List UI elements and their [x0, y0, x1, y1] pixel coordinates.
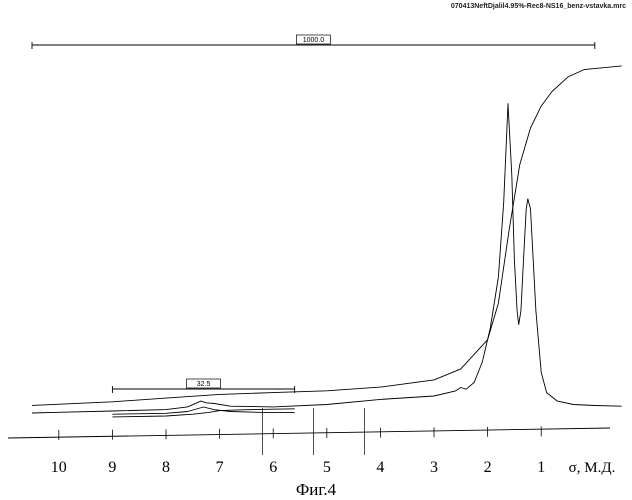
x-tick-label: 3: [430, 459, 438, 476]
x-tick-label: 9: [108, 459, 116, 476]
x-tick-label: 5: [323, 459, 331, 476]
x-tick-label: 4: [376, 459, 384, 476]
x-tick-label: 7: [216, 459, 224, 476]
series-spectrum: [32, 104, 622, 413]
x-axis-label: σ, М.Д.: [569, 460, 616, 476]
integral-bracket: 32.5: [112, 379, 294, 393]
integral-bracket: 1000.0: [32, 35, 595, 49]
figure-caption: Фиг.4: [0, 480, 632, 500]
integral-value: 1000.0: [303, 37, 325, 44]
series-integral: [32, 66, 622, 406]
x-tick-label: 1: [537, 459, 545, 476]
x-tick-label: 10: [51, 459, 67, 476]
x-axis-ticks: 10 9 8 7 6 5 4 3 2 1: [51, 426, 545, 476]
x-axis: [8, 428, 610, 438]
x-tick-label: 6: [269, 459, 277, 476]
spectrum-curves: [32, 66, 622, 455]
x-tick-label: 2: [484, 459, 492, 476]
integral-brackets: 1000.0 32.5: [32, 35, 595, 393]
x-tick-label: 8: [162, 459, 170, 476]
x-axis-line: [8, 428, 610, 438]
integral-value: 32.5: [197, 381, 211, 388]
